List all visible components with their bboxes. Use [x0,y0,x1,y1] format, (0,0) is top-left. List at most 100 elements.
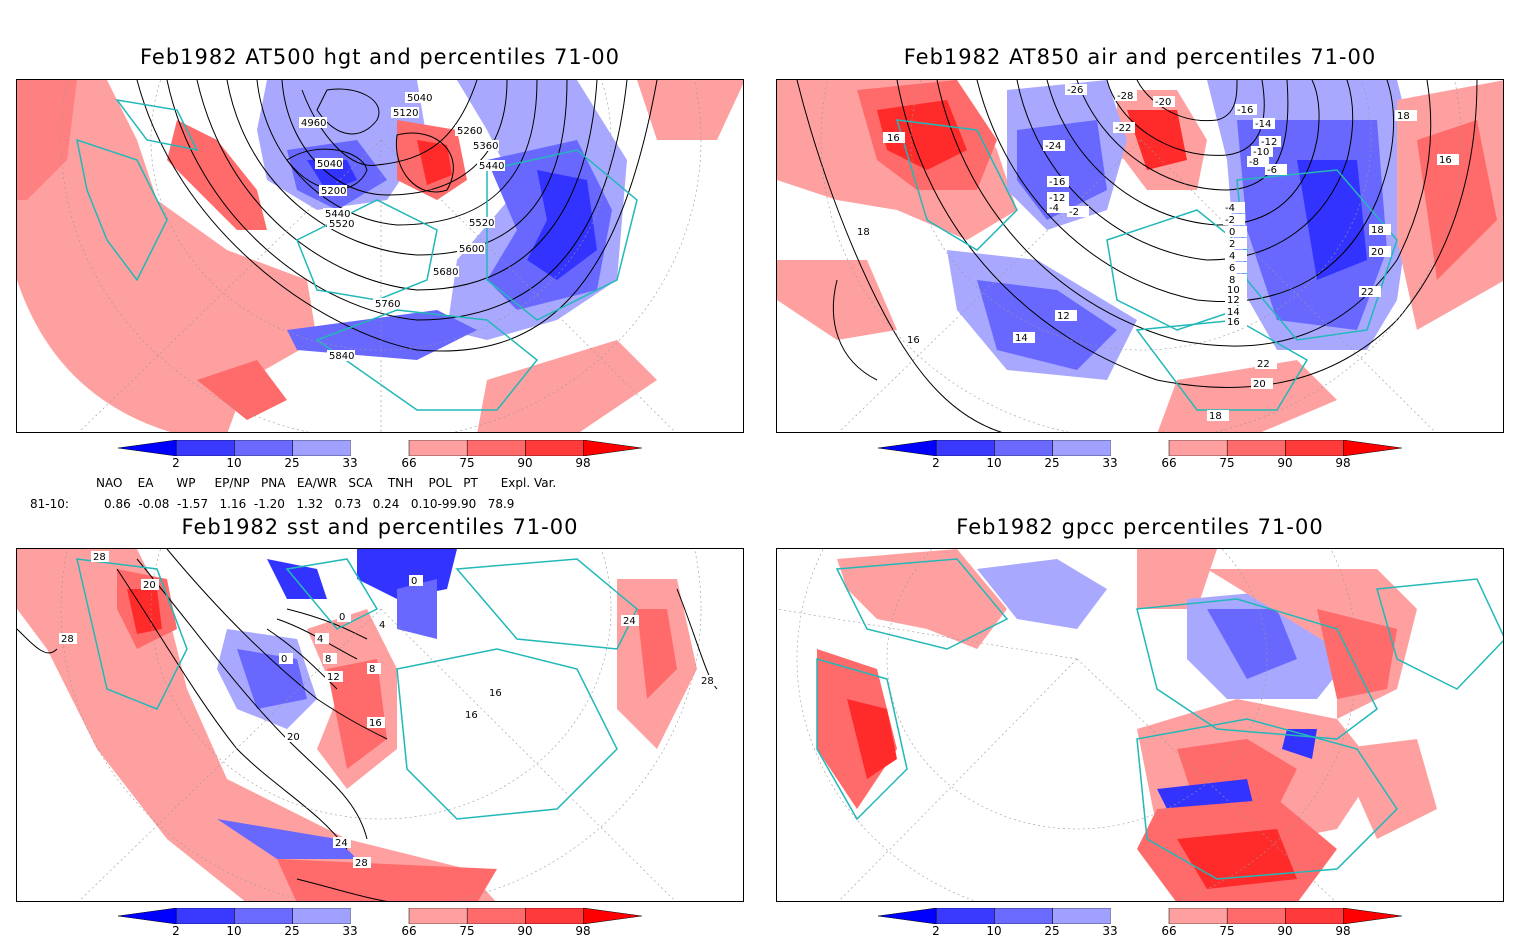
colorbar-end-low [877,907,937,925]
contour-label: 20 [143,580,156,591]
colorbar-end-low [117,439,177,457]
colorbar-swatch [1168,907,1228,925]
contour-label: -14 [1255,119,1271,130]
colorbar-swatch [466,439,526,457]
colorbar-swatch [1168,439,1228,457]
map-panel-air: -26 -28 -20 -16 16 -24 -22 -14 -12 -10 -… [776,79,1504,433]
contour-label: 28 [61,634,74,645]
panel-title-hgt: Feb1982 AT500 hgt and percentiles 71-00 [139,45,620,69]
colorbar-swatch [408,907,468,925]
contour-label: 20 [1253,379,1266,390]
contour-label: 16 [369,718,382,729]
colorbar-swatch [1226,439,1286,457]
contour-label: 5120 [393,108,418,119]
contour-label: 2 [1229,239,1235,250]
contour-label: -2 [1069,207,1079,218]
contour-label: -10 [1253,147,1269,158]
contour-label: 5040 [317,159,342,170]
contour-label: 16 [1227,317,1240,328]
contour-label: 22 [1361,287,1374,298]
contour-label: -20 [1155,97,1171,108]
colorbar-swatch [350,908,409,924]
contour-label: 12 [1227,295,1240,306]
colorbar-hgt: 2 10 25 33 66 75 90 98 [117,439,648,470]
contour-label: -24 [1045,141,1061,152]
contour-label: -22 [1115,123,1131,134]
contour-label: -16 [1237,105,1253,116]
contour-label: 5440 [325,209,350,220]
contour-label: 16 [907,335,920,346]
colorbar-tick: 25 [1044,456,1060,470]
contour-label: 0 [1229,227,1235,238]
colorbar-sst: 2 10 25 33 66 75 90 98 [117,907,648,938]
contour-label: 0 [411,576,417,587]
contour-label: 8 [325,654,331,665]
colorbar-tick: 66 [401,924,417,938]
contour-label: 4 [379,620,385,631]
contour-labels-hgt: 5040 5120 4960 5260 5360 5440 5040 5200 … [299,92,505,362]
contour-label: 12 [327,672,340,683]
contour-label: 18 [1397,111,1410,122]
colorbar-tick: 33 [1102,924,1118,938]
colorbar-tick: 66 [1161,456,1177,470]
contour-label: 5200 [321,186,346,197]
contour-label: -2 [1225,215,1235,226]
map-gpcc [777,549,1503,901]
colorbar-end-high [1343,439,1402,457]
contour-label: -12 [1261,137,1277,148]
colorbar-swatch [1285,907,1344,925]
contour-label: 22 [1257,359,1270,370]
contour-label: 5840 [329,351,354,362]
colorbar-tick: 10 [226,456,242,470]
map-hgt: 5040 5120 4960 5260 5360 5440 5040 5200 … [17,80,743,432]
panel-title-air: Feb1982 AT850 air and percentiles 71-00 [903,45,1377,69]
colorbar-swatch [1052,907,1112,925]
contour-label: 28 [355,858,368,869]
contour-label: -4 [1049,203,1059,214]
contour-label: 28 [93,552,106,563]
colorbar-tick: 10 [986,456,1002,470]
contour-label: 12 [1057,311,1070,322]
colorbar-swatch [994,439,1053,457]
contour-label: -8 [1249,157,1259,168]
colorbar-ticks: 2 10 25 33 66 75 90 98 [118,456,648,470]
colorbar-swatch [292,907,352,925]
colorbar-swatch [1110,908,1169,924]
contour-label: 16 [1439,155,1452,166]
contour-label: 20 [1371,247,1384,258]
colorbar-end-high [583,907,642,925]
colorbar-swatch [525,439,584,457]
contour-labels-air: -26 -28 -20 -16 16 -24 -22 -14 -12 -10 -… [855,84,1459,422]
colorbar-swatch [994,907,1053,925]
colorbar-swatch [466,907,526,925]
contour-label: 18 [1209,411,1222,422]
colorbar-tick: 25 [284,924,300,938]
contour-label: -4 [1225,203,1235,214]
map-panel-hgt: 5040 5120 4960 5260 5360 5440 5040 5200 … [16,79,744,433]
colorbar-ticks: 2 10 25 33 66 75 90 98 [878,924,1408,938]
colorbar-tick: 90 [517,924,533,938]
contour-label: 8 [1229,275,1235,286]
contour-labels-sst: 28 28 20 28 0 0 4 4 0 8 8 12 16 16 16 20… [59,551,717,869]
colorbar-tick: 2 [932,456,940,470]
colorbar-swatch [234,907,293,925]
colorbar-tick: 75 [459,924,475,938]
panel-title-gpcc: Feb1982 gpcc percentiles 71-00 [956,515,1324,539]
contour-label: 14 [1015,333,1028,344]
contour-label: 8 [369,664,375,675]
contour-label: 18 [1371,225,1384,236]
colorbar-tick: 33 [342,456,358,470]
colorbar-air: 2 10 25 33 66 75 90 98 [877,439,1408,470]
colorbar-tick: 33 [1102,456,1118,470]
colorbar-swatch [175,907,235,925]
colorbar-tick: 66 [401,456,417,470]
map-panel-gpcc [776,548,1504,902]
contour-label: 10 [1227,285,1240,296]
contour-label: -12 [1049,193,1065,204]
colorbar-swatch [350,440,409,456]
colorbar-swatch [935,439,995,457]
colorbar-tick: 75 [1219,924,1235,938]
contour-label: 28 [701,676,714,687]
colorbar-tick: 90 [517,456,533,470]
colorbar-tick: 75 [459,456,475,470]
